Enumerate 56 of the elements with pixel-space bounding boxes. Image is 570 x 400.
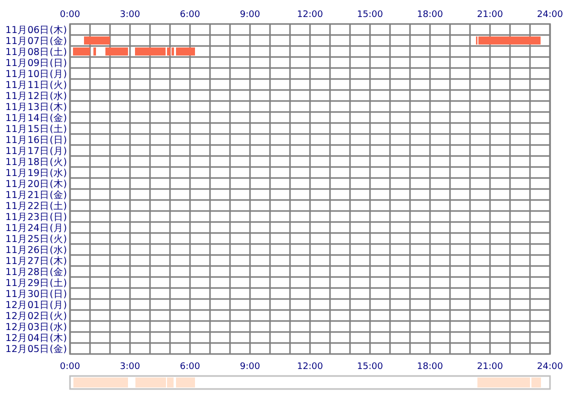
y-tick-label: 11月21日(金) [5, 189, 67, 201]
y-tick-label: 12月05日(金) [5, 343, 67, 355]
y-tick-label: 11月24日(月) [5, 223, 67, 234]
y-tick-label: 11月19日(水) [5, 167, 67, 179]
y-tick-label: 11月12日(水) [5, 90, 67, 102]
y-tick-label: 12月02日(火) [5, 310, 67, 322]
y-tick-label: 11月15日(土) [5, 123, 67, 135]
x-tick-label: 0:00 [60, 10, 80, 20]
x-tick-label: 21:00 [477, 362, 504, 372]
y-tick-label: 11月13日(木) [5, 101, 67, 113]
bar [478, 36, 541, 44]
y-tick-label: 11月16日(日) [5, 135, 67, 146]
y-tick-label: 12月04日(木) [5, 332, 67, 344]
x-tick-label: 15:00 [357, 10, 384, 20]
bar [84, 36, 110, 44]
bar [73, 48, 90, 56]
x-tick-label: 24:00 [537, 362, 564, 372]
y-tick-label: 11月27日(木) [5, 255, 67, 267]
x-tick-label: 0:00 [60, 362, 80, 372]
y-tick-label: 11月07日(金) [5, 35, 67, 47]
x-tick-label: 6:00 [180, 10, 200, 20]
bar [176, 48, 195, 56]
y-tick-label: 11月06日(木) [5, 24, 67, 36]
y-tick-label: 11月22日(土) [5, 200, 67, 212]
x-tick-label: 12:00 [297, 362, 324, 372]
y-tick-label: 11月09日(日) [5, 58, 67, 69]
bar [105, 48, 128, 56]
y-tick-label: 11月26日(水) [5, 244, 67, 256]
y-tick-label: 11月10日(月) [5, 69, 67, 80]
x-tick-label: 24:00 [537, 10, 564, 20]
x-tick-label: 21:00 [477, 10, 504, 20]
x-tick-label: 12:00 [297, 10, 324, 20]
y-tick-label: 12月03日(水) [5, 321, 67, 333]
y-tick-label: 11月28日(金) [5, 266, 67, 278]
x-tick-label: 3:00 [120, 362, 140, 372]
x-tick-label: 3:00 [120, 10, 140, 20]
y-tick-label: 11月17日(月) [5, 146, 67, 157]
x-tick-label: 6:00 [180, 362, 200, 372]
x-tick-label: 9:00 [240, 10, 260, 20]
y-tick-label: 11月29日(土) [5, 277, 67, 289]
y-tick-label: 11月18日(火) [5, 156, 67, 168]
y-tick-label: 11月25日(火) [5, 233, 67, 245]
x-tick-label: 18:00 [417, 362, 444, 372]
y-tick-label: 11月20日(木) [5, 178, 67, 190]
bar [73, 378, 128, 388]
y-tick-label: 12月01日(月) [5, 300, 67, 311]
y-tick-label: 11月11日(火) [5, 79, 67, 91]
x-tick-label: 9:00 [240, 362, 260, 372]
y-tick-label: 11月23日(日) [5, 212, 67, 223]
bar [93, 48, 96, 56]
y-tick-label: 11月14日(金) [5, 112, 67, 124]
x-tick-label: 15:00 [357, 362, 384, 372]
y-tick-label: 11月08日(土) [5, 46, 67, 58]
bar [176, 378, 195, 388]
y-tick-label: 11月30日(日) [5, 289, 67, 300]
x-tick-label: 18:00 [417, 10, 444, 20]
